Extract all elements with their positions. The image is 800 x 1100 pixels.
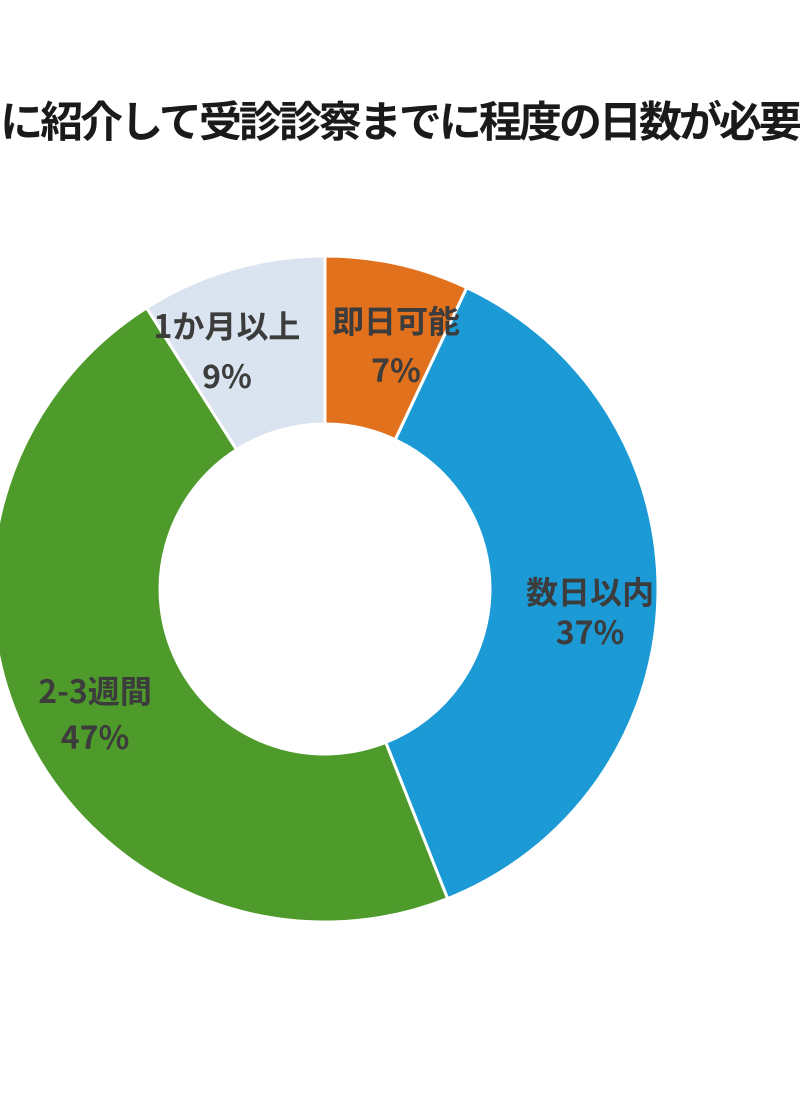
svg-text:9%: 9% — [202, 352, 252, 398]
svg-text:7%: 7% — [371, 346, 421, 392]
svg-text:47%: 47% — [61, 713, 130, 759]
svg-text:即日可能: 即日可能 — [332, 297, 460, 343]
svg-text:37%: 37% — [556, 608, 625, 654]
svg-text:2-3週間: 2-3週間 — [38, 667, 152, 713]
svg-text:1か月以上: 1か月以上 — [154, 302, 301, 348]
